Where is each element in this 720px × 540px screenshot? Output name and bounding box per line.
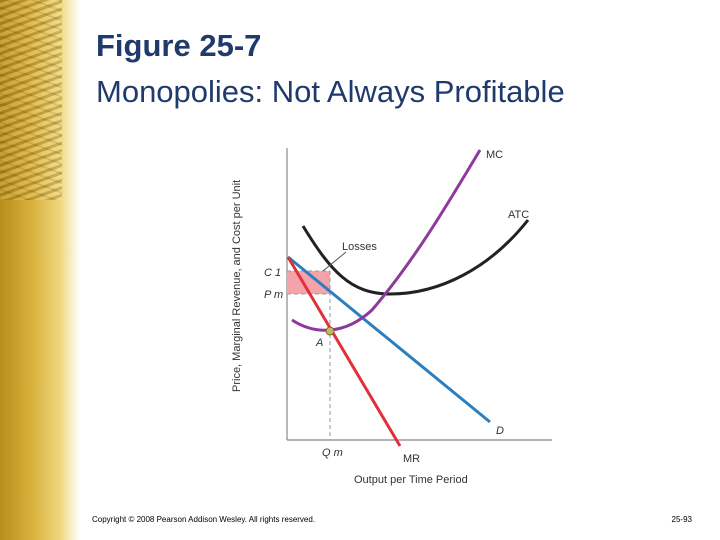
mr-curve <box>286 256 402 447</box>
point-a-label: A <box>315 337 323 349</box>
demand-curve <box>287 255 491 424</box>
c1-tick-label: C 1 <box>264 267 281 279</box>
y-axis-title-line1: Price, Marginal Revenue, and Cost per Un… <box>231 180 243 392</box>
slide-title: Figure 25-7 <box>96 28 262 63</box>
pm-tick-label: P m <box>264 289 283 301</box>
qm-tick-label: Q m <box>322 447 343 459</box>
mc-curve <box>291 149 482 332</box>
mr-label: MR <box>403 453 420 465</box>
mc-label: MC <box>486 149 503 161</box>
slide-number: 25-93 <box>671 515 692 524</box>
demand-label: D <box>496 425 504 437</box>
decorative-side-band <box>0 0 80 540</box>
losses-label: Losses <box>342 241 377 253</box>
atc-curve <box>301 219 530 296</box>
point-a-marker <box>325 326 335 336</box>
slide-subtitle: Monopolies: Not Always Profitable <box>96 74 565 109</box>
copyright-notice: Copyright © 2008 Pearson Addison Wesley.… <box>92 515 316 524</box>
losses-pointer <box>322 251 347 272</box>
losses-area <box>287 271 330 294</box>
atc-label: ATC <box>508 209 529 221</box>
decorative-texture <box>0 0 62 200</box>
x-axis-title: Output per Time Period <box>354 474 468 486</box>
